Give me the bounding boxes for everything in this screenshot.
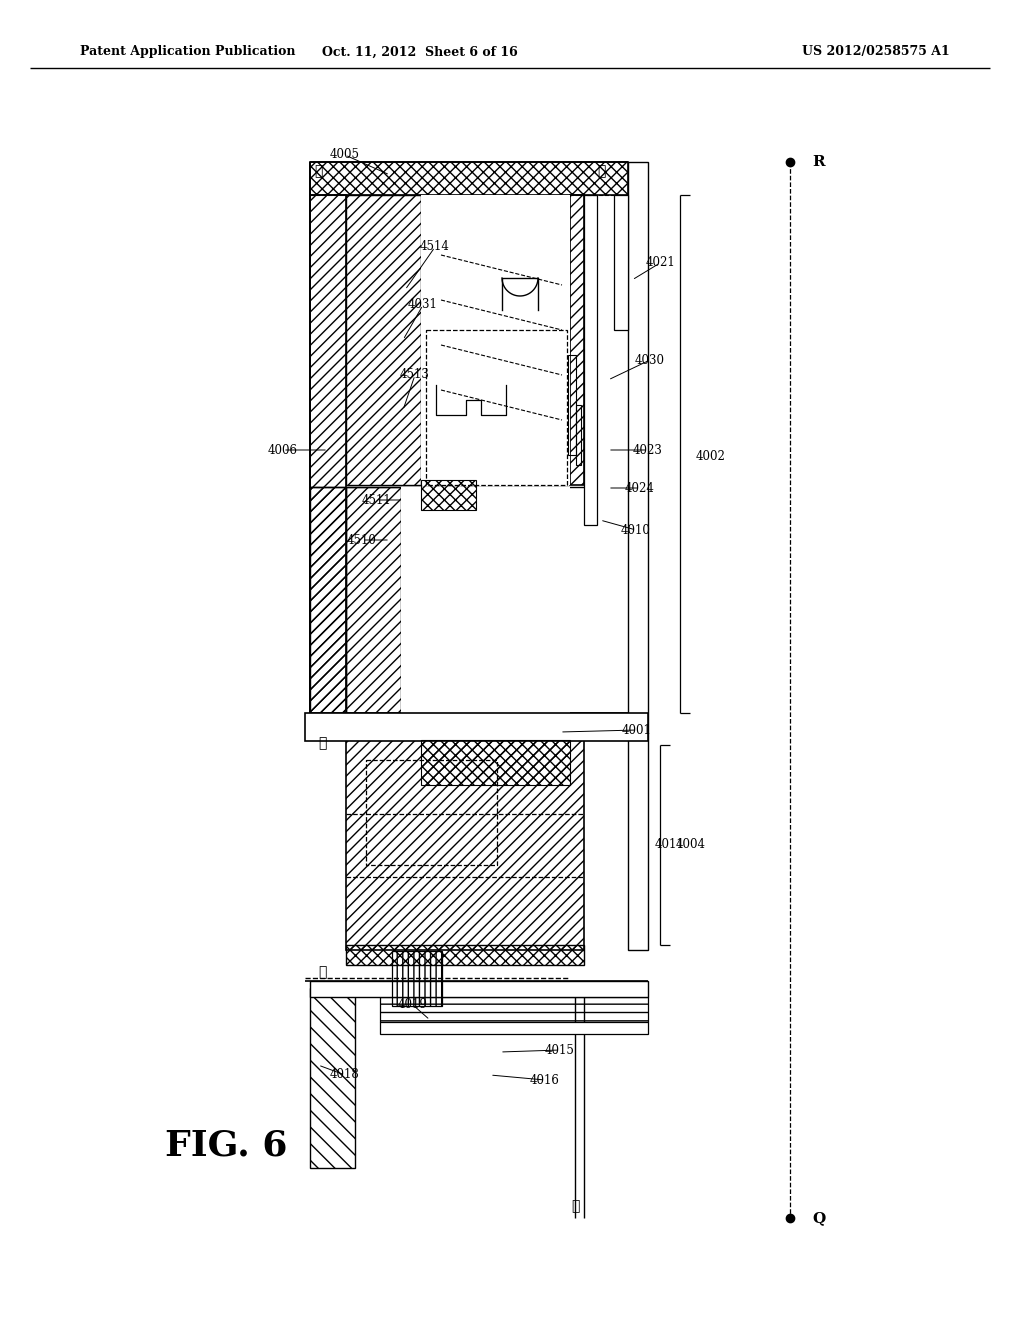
Bar — [421, 480, 476, 510]
Text: 4002: 4002 — [696, 450, 726, 462]
Text: 4019: 4019 — [398, 998, 428, 1011]
Bar — [575, 405, 581, 465]
Text: ⌇: ⌇ — [317, 737, 327, 750]
Bar — [421, 741, 570, 785]
Text: 4005: 4005 — [330, 149, 360, 161]
Bar — [310, 981, 648, 997]
Text: Patent Application Publication: Patent Application Publication — [80, 45, 296, 58]
Text: R: R — [812, 154, 824, 169]
Text: Q: Q — [812, 1210, 825, 1225]
Bar — [426, 330, 567, 484]
Text: Oct. 11, 2012  Sheet 6 of 16: Oct. 11, 2012 Sheet 6 of 16 — [323, 45, 518, 58]
Bar — [346, 195, 421, 484]
Bar — [366, 760, 497, 865]
Bar — [380, 1022, 648, 1034]
Text: ⌇: ⌇ — [597, 164, 605, 178]
Text: 4018: 4018 — [330, 1068, 359, 1081]
Text: 4513: 4513 — [400, 368, 430, 381]
Text: 4510: 4510 — [347, 533, 377, 546]
Bar — [392, 950, 442, 1006]
Bar — [401, 487, 570, 718]
Bar — [305, 713, 648, 741]
Text: 4006: 4006 — [268, 444, 298, 457]
Bar — [568, 355, 575, 455]
Text: 4511: 4511 — [362, 494, 392, 507]
Text: FIG. 6: FIG. 6 — [165, 1129, 288, 1162]
Bar — [346, 741, 584, 950]
Text: ⌇: ⌇ — [317, 965, 327, 979]
Bar — [584, 195, 597, 525]
Bar — [310, 195, 346, 718]
Text: 4010: 4010 — [622, 524, 651, 536]
Text: 4021: 4021 — [645, 256, 675, 269]
Text: 4514: 4514 — [420, 240, 450, 253]
Text: 4023: 4023 — [633, 444, 663, 457]
Text: 4015: 4015 — [545, 1044, 574, 1056]
Bar — [310, 487, 346, 718]
Bar — [628, 162, 648, 950]
Bar — [310, 987, 355, 1168]
Text: 4030: 4030 — [635, 354, 665, 367]
Text: 4004: 4004 — [676, 838, 706, 851]
Text: 4024: 4024 — [625, 482, 655, 495]
Bar — [614, 195, 628, 330]
Bar — [310, 162, 628, 195]
Text: 4011: 4011 — [655, 838, 685, 851]
Bar — [346, 487, 401, 718]
Text: 4031: 4031 — [408, 298, 438, 312]
Bar — [570, 195, 584, 484]
Text: 4016: 4016 — [530, 1073, 560, 1086]
Bar — [380, 997, 648, 1022]
Text: ⌇: ⌇ — [313, 164, 323, 178]
Text: 4001: 4001 — [622, 723, 652, 737]
Bar — [421, 195, 570, 484]
Bar — [346, 945, 584, 965]
Text: ⌇: ⌇ — [570, 1199, 580, 1213]
Text: US 2012/0258575 A1: US 2012/0258575 A1 — [802, 45, 950, 58]
